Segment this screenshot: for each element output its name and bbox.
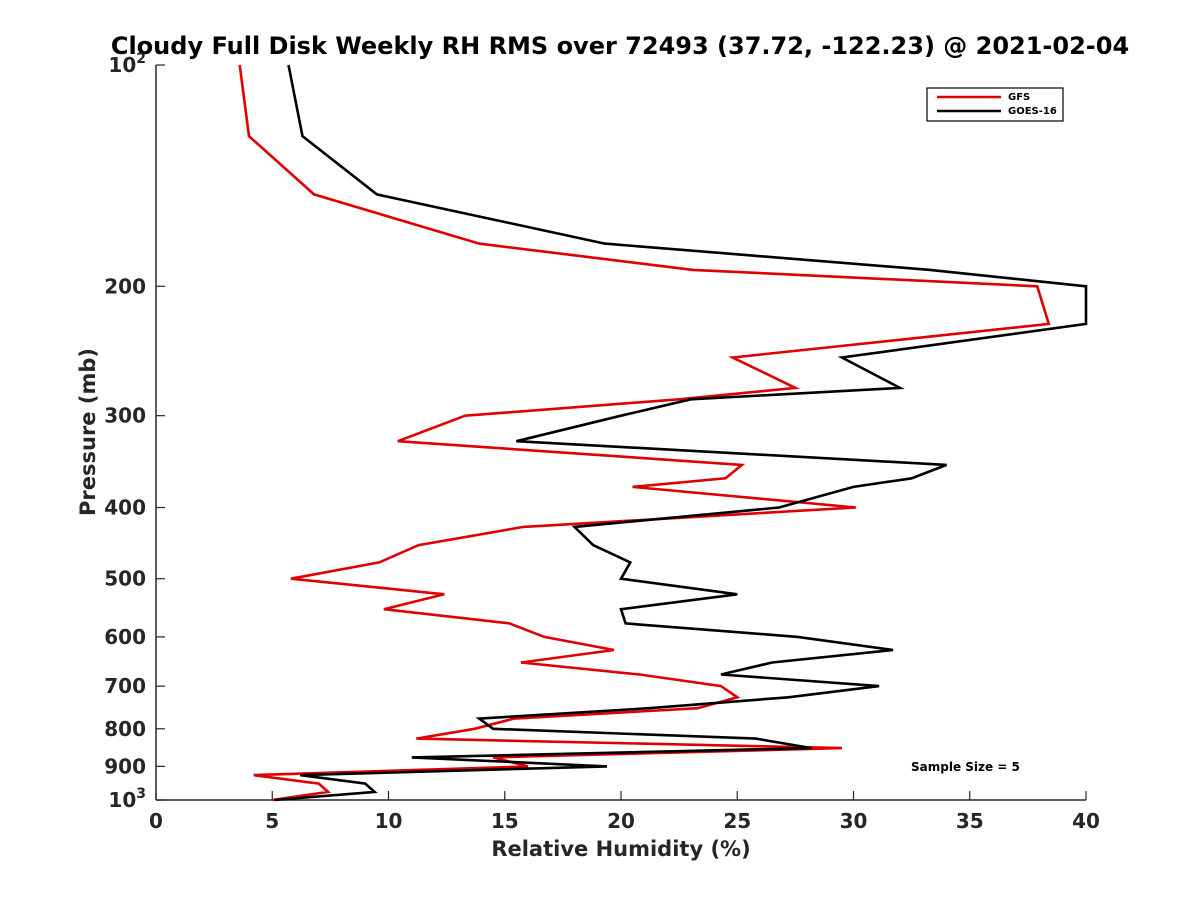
x-tick-label: 40: [1072, 809, 1100, 833]
series-line-goes16: [274, 64, 1088, 802]
sample-size-annotation: Sample Size = 5: [911, 760, 1020, 774]
x-axis-label: Relative Humidity (%): [491, 837, 750, 861]
y-axis-ticks: 102 200 300 400 500 600 700 800 900 103: [104, 51, 165, 812]
series-lines: [238, 64, 1088, 802]
y-tick-label: 102: [108, 51, 146, 77]
y-axis-label: Pressure (mb): [76, 348, 100, 516]
chart-title: Cloudy Full Disk Weekly RH RMS over 7249…: [111, 32, 1129, 60]
y-tick-label: 300: [104, 404, 146, 428]
x-tick-label: 0: [149, 809, 163, 833]
x-tick-label: 25: [723, 809, 751, 833]
plot-area: 0 5 10 15 20 25 30 35 40 102 200 300 400 500 600 700 80…: [104, 51, 1100, 833]
y-tick-label: 500: [104, 567, 146, 591]
legend-label-gfs: GFS: [1008, 92, 1030, 103]
legend-label-goes16: GOES-16: [1008, 106, 1057, 117]
legend: GFS GOES-16: [926, 87, 1064, 122]
y-tick-label: 800: [104, 717, 146, 741]
x-tick-label: 20: [607, 809, 635, 833]
legend-box: [926, 87, 1064, 122]
x-axis-ticks: 0 5 10 15 20 25 30 35 40: [149, 791, 1100, 833]
y-tick-label: 103: [108, 786, 146, 812]
y-tick-label: 700: [104, 674, 146, 698]
x-tick-label: 35: [956, 809, 984, 833]
x-tick-label: 10: [375, 809, 403, 833]
y-tick-label: 600: [104, 625, 146, 649]
x-tick-label: 5: [265, 809, 279, 833]
y-tick-label: 900: [104, 754, 146, 778]
x-tick-label: 30: [840, 809, 868, 833]
x-tick-label: 15: [491, 809, 519, 833]
series-line-gfs: [238, 64, 1051, 802]
y-tick-label: 200: [104, 274, 146, 298]
y-tick-label: 400: [104, 496, 146, 520]
